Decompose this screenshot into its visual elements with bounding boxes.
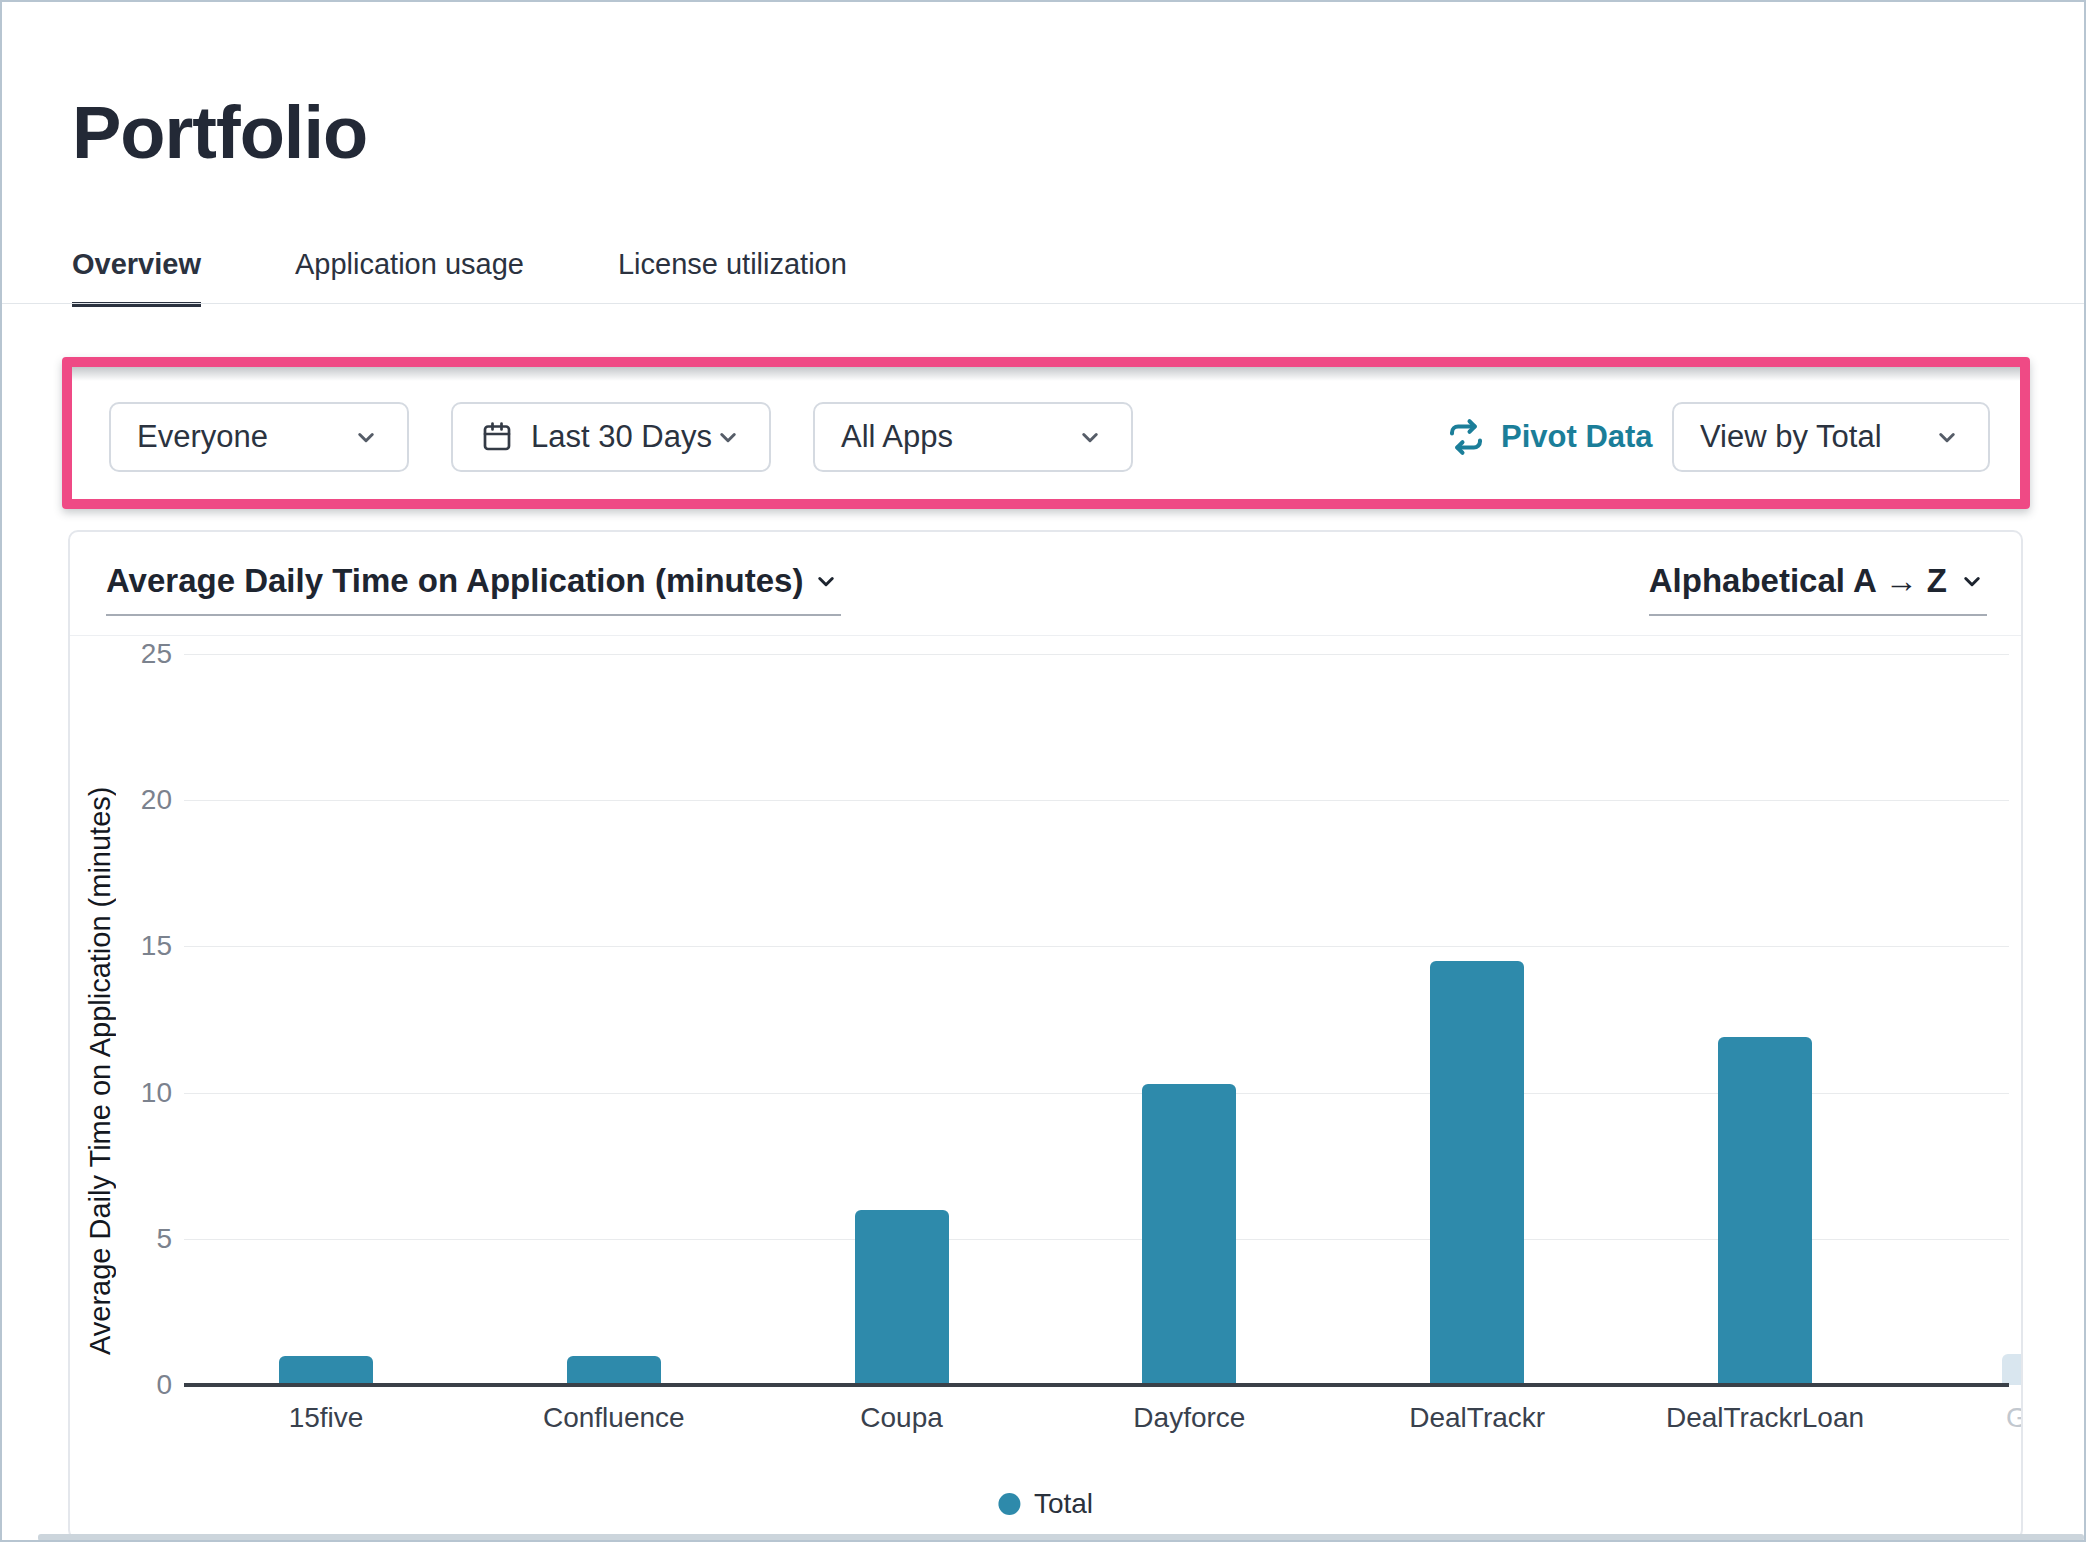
view-by-dropdown[interactable]: View by Total — [1672, 402, 1990, 472]
bar-DealTrackrLoan[interactable] — [1718, 1037, 1812, 1385]
date-range-dropdown-value: Last 30 Days — [531, 419, 713, 455]
chart-legend: Total — [998, 1488, 1093, 1520]
bar-chart-plot: Average Daily Time on Application (minut… — [70, 636, 2021, 1540]
sort-selector[interactable]: Alphabetical A → Z — [1649, 562, 1987, 616]
audience-dropdown-value: Everyone — [137, 419, 351, 455]
view-by-dropdown-value: View by Total — [1700, 419, 1932, 455]
horizontal-scrollbar[interactable] — [38, 1534, 2084, 1541]
x-label-15five: 15five — [176, 1402, 476, 1434]
y-tick-label: 5 — [92, 1223, 172, 1255]
chevron-down-icon — [1075, 422, 1105, 452]
page-title: Portfolio — [72, 90, 367, 175]
apps-dropdown[interactable]: All Apps — [813, 402, 1133, 472]
x-axis-line — [184, 1383, 2009, 1387]
bar-Confluence[interactable] — [567, 1356, 661, 1385]
tab-license-utilization[interactable]: License utilization — [618, 248, 847, 307]
tab-bar: Overview Application usage License utili… — [72, 248, 847, 307]
y-tick-label: 0 — [92, 1369, 172, 1401]
calendar-icon — [479, 419, 515, 455]
bar-Coupa[interactable] — [855, 1210, 949, 1385]
chart-card: Average Daily Time on Application (minut… — [68, 530, 2023, 1540]
gridline — [184, 800, 2009, 801]
metric-selector-label: Average Daily Time on Application (minut… — [106, 562, 803, 600]
bar-15five[interactable] — [279, 1356, 373, 1385]
apps-dropdown-value: All Apps — [841, 419, 1075, 455]
y-tick-label: 15 — [92, 930, 172, 962]
sort-selector-label: Alphabetical A → Z — [1649, 562, 1947, 600]
metric-selector[interactable]: Average Daily Time on Application (minut… — [106, 562, 841, 616]
y-axis-title: Average Daily Time on Application (minut… — [84, 756, 128, 1386]
pivot-icon — [1445, 416, 1487, 458]
bar-partial-next — [2002, 1354, 2023, 1385]
bar-DealTrackr[interactable] — [1430, 961, 1524, 1385]
legend-total-swatch — [998, 1493, 1020, 1515]
pivot-data-button[interactable]: Pivot Data — [1445, 406, 1653, 468]
x-label-partial-next: G — [2006, 1402, 2023, 1434]
y-tick-label: 10 — [92, 1077, 172, 1109]
tab-overview[interactable]: Overview — [72, 248, 201, 307]
x-label-DealTrackr: DealTrackr — [1327, 1402, 1627, 1434]
chevron-down-icon — [351, 422, 381, 452]
chevron-down-icon — [1932, 422, 1962, 452]
date-range-dropdown[interactable]: Last 30 Days — [451, 402, 771, 472]
x-label-Confluence: Confluence — [464, 1402, 764, 1434]
x-label-Dayforce: Dayforce — [1039, 1402, 1339, 1434]
chart-card-header: Average Daily Time on Application (minut… — [70, 532, 2021, 636]
x-label-Coupa: Coupa — [752, 1402, 1052, 1434]
bar-Dayforce[interactable] — [1142, 1084, 1236, 1385]
y-tick-label: 20 — [92, 784, 172, 816]
chevron-down-icon — [1957, 566, 1987, 596]
gridline — [184, 654, 2009, 655]
legend-total-label: Total — [1034, 1488, 1093, 1520]
audience-dropdown[interactable]: Everyone — [109, 402, 409, 472]
tabs-divider — [2, 303, 2084, 304]
chevron-down-icon — [811, 566, 841, 596]
pivot-data-label: Pivot Data — [1501, 419, 1653, 455]
gridline — [184, 946, 2009, 947]
tab-application-usage[interactable]: Application usage — [295, 248, 524, 307]
y-tick-label: 25 — [92, 638, 172, 670]
x-label-DealTrackrLoan: DealTrackrLoan — [1615, 1402, 1915, 1434]
chevron-down-icon — [713, 422, 743, 452]
